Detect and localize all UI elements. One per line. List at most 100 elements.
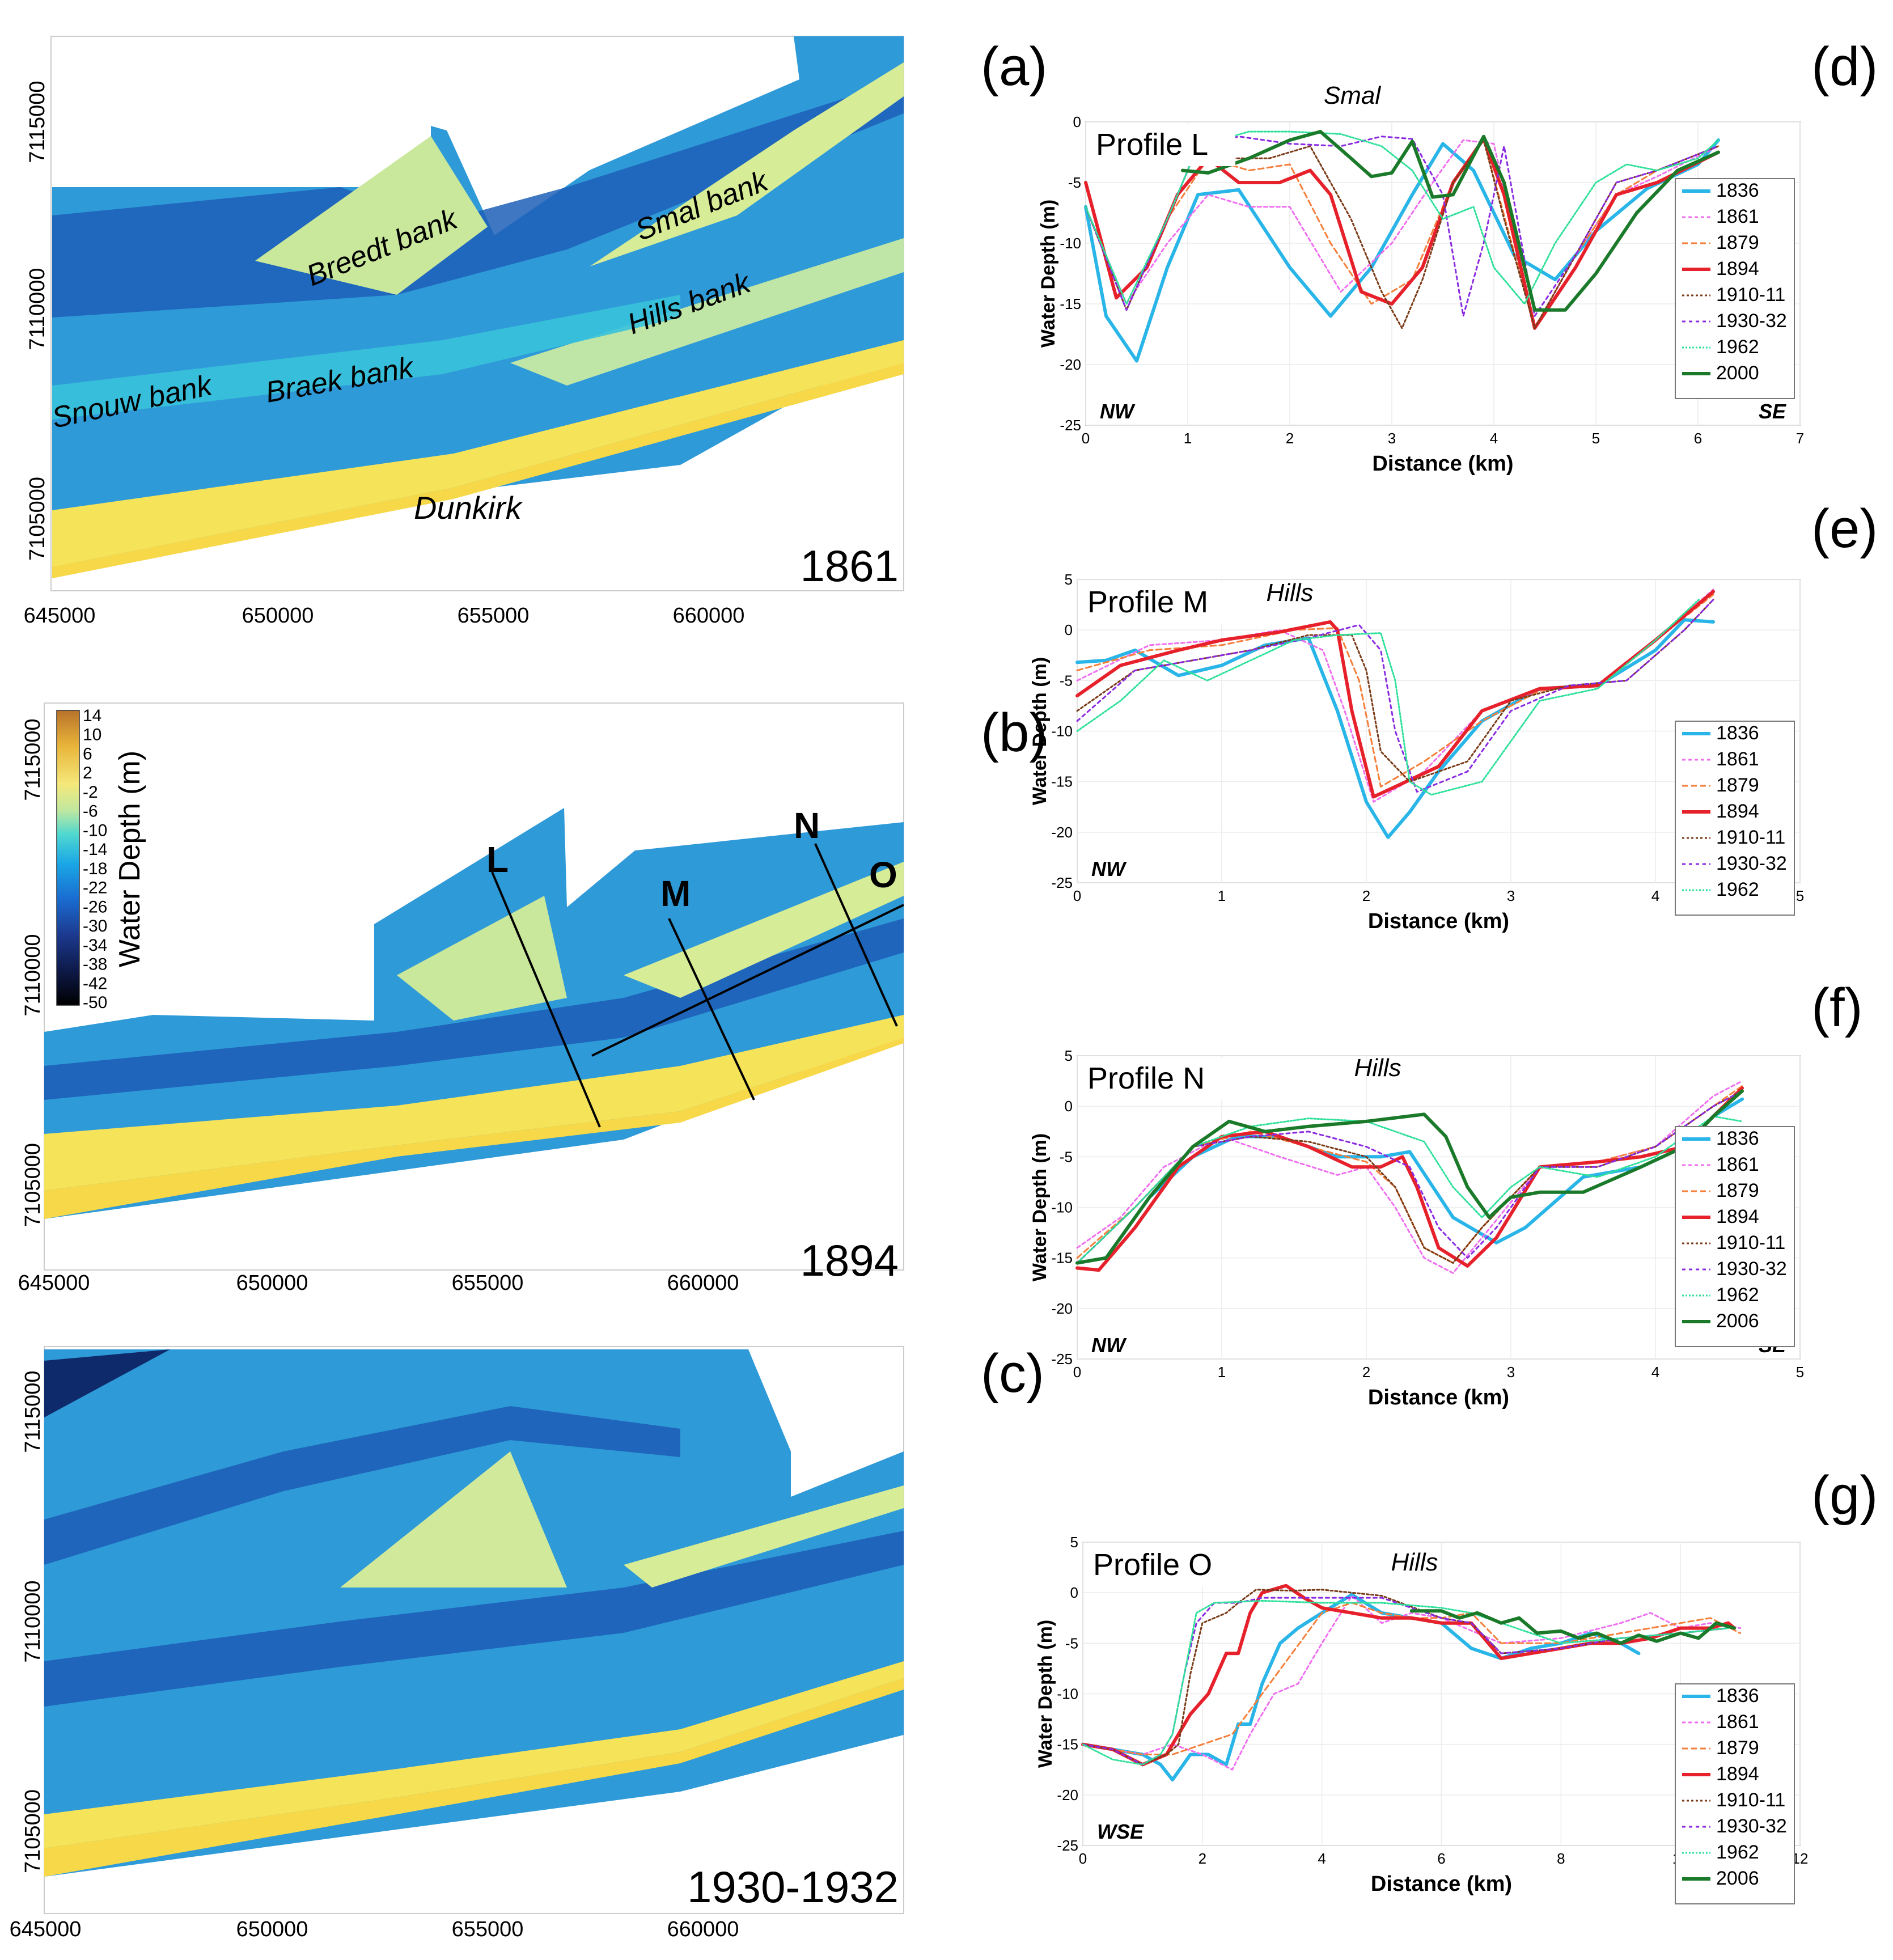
series-line-1930-32 [1085, 136, 1720, 317]
legend-entry: 1910-11 [1716, 1232, 1785, 1254]
map-year-a: 1861 [800, 541, 899, 591]
legend-entry: 1861 [1716, 1711, 1759, 1733]
legend-entry: 1894 [1716, 258, 1759, 280]
series-line-1930-32 [1076, 1090, 1743, 1264]
y-tick-label: -15 [1051, 773, 1073, 790]
x-tick-label: 3 [1507, 1364, 1515, 1381]
legend-entry: 1962 [1716, 879, 1759, 900]
colorbar-tick-label: -14 [83, 840, 107, 859]
y-tick-label: -5 [1065, 1635, 1078, 1652]
x-axis-label: Distance (km) [1371, 1872, 1512, 1896]
x-tick-label: 8 [1557, 1850, 1565, 1867]
y-tick-label: -5 [1068, 174, 1081, 191]
x-tick-label: 0 [1082, 430, 1090, 447]
map-year-c: 1930-1932 [687, 1862, 899, 1912]
x-tick-label: 6 [1437, 1850, 1445, 1867]
y-tick-label: -20 [1051, 1300, 1073, 1317]
series-line-1894 [1081, 1584, 1736, 1767]
legend-entry: 1910-11 [1716, 284, 1785, 306]
profile-line-n [814, 843, 898, 1027]
x-axis-label: Distance (km) [1368, 909, 1509, 933]
panel-letter-b: (b) [981, 702, 1047, 763]
profile-label-m: M [660, 873, 691, 914]
x-tick: 655000 [452, 1271, 524, 1295]
colorbar-tick-label: 14 [83, 706, 101, 725]
y-tick: 7105000 [21, 1789, 45, 1873]
annotation-label: Hills [1266, 579, 1313, 607]
annotation-label: Hills [1354, 1054, 1401, 1082]
legend-entry: 1910-11 [1716, 1789, 1785, 1811]
title-backdrop [1085, 1544, 1233, 1586]
hills-bank-shoal [624, 862, 904, 998]
y-tick-label: 0 [1065, 1098, 1073, 1115]
direction-left-label: NW [1100, 400, 1136, 423]
x-tick-label: 0 [1073, 887, 1081, 904]
profile-line-m [668, 918, 755, 1100]
y-tick: 7115000 [21, 1370, 45, 1453]
colorbar-tick-label: 10 [83, 726, 101, 744]
legend-entry: 1894 [1716, 801, 1759, 822]
profile-label-o: O [869, 854, 897, 895]
y-tick-label: -5 [1060, 1148, 1073, 1165]
colorbar-tick-label: -10 [83, 821, 107, 840]
colorbar-tick-label: -50 [83, 993, 107, 1012]
colorbar-label: Water Depth (m) [113, 751, 146, 967]
y-tick-label: -20 [1060, 356, 1081, 373]
y-tick-label: 0 [1073, 113, 1081, 130]
x-tick: 650000 [236, 1271, 308, 1295]
x-tick: 660000 [673, 604, 745, 628]
series-line-2006 [1075, 1089, 1744, 1265]
y-tick-label: 0 [1070, 1584, 1078, 1601]
x-tick: 645000 [18, 1271, 90, 1295]
x-tick-label: 2 [1362, 1364, 1370, 1381]
profile-line-o [591, 904, 904, 1057]
x-tick: 660000 [667, 1917, 739, 1941]
x-tick-label: 2 [1199, 1850, 1206, 1867]
y-tick-label: -10 [1051, 1199, 1073, 1216]
y-tick: 7105000 [21, 1143, 45, 1227]
colorbar-tick-label: -30 [83, 917, 107, 935]
series-line-2006 [1409, 1609, 1736, 1645]
series-line-1894 [1075, 1086, 1744, 1272]
panel-letter-f: (f) [1811, 977, 1863, 1038]
series-line-1962 [1076, 1115, 1743, 1264]
series-line-1879 [1082, 1602, 1742, 1755]
y-tick-label: -15 [1060, 295, 1081, 312]
colorbar-tick-label: -6 [83, 802, 98, 821]
legend-entry: 1861 [1716, 748, 1759, 770]
map-year-b: 1894 [800, 1235, 899, 1285]
y-axis-label: Water Depth (m) [1029, 657, 1051, 805]
y-tick: 7115000 [26, 81, 49, 163]
series-line-1962 [1082, 1599, 1729, 1766]
x-tick-label: 5 [1796, 1364, 1804, 1381]
profile-label-n: N [794, 805, 820, 846]
legend-entry: 1962 [1716, 336, 1759, 358]
profile-charts: 0 1 2 3 4 5 6 7 -25 -20 -15 -10 -5 0 Distance (km) Wate… [1029, 36, 1878, 1904]
annotation-label: Hills [1391, 1548, 1438, 1576]
coast-shallows [44, 1015, 904, 1191]
series-line-2000 [1181, 130, 1720, 312]
legend-entry: 1930-32 [1716, 310, 1787, 332]
x-tick-label: 4 [1318, 1850, 1325, 1867]
legend-entry: 1879 [1716, 774, 1759, 796]
direction-left-label: NW [1091, 857, 1127, 880]
y-axis-label: Water Depth (m) [1035, 1620, 1056, 1768]
map-panel-1894: L M N O (b) 1894 645000 650000 655000 66… [18, 702, 1047, 1295]
smal-bank-shoal [590, 62, 904, 266]
legend-entry: 1861 [1716, 206, 1759, 227]
x-tick: 655000 [458, 604, 530, 628]
colorbar-tick-label: 6 [83, 744, 92, 763]
y-tick-label: 5 [1065, 1047, 1073, 1064]
x-tick-label: 6 [1694, 430, 1702, 447]
x-tick-label: 1 [1184, 430, 1192, 447]
title-backdrop [1088, 124, 1235, 166]
x-tick-label: 4 [1651, 887, 1659, 904]
y-tick-label: -20 [1057, 1787, 1078, 1804]
profile-chart-f: 0 1 2 3 4 5 -25 -20 -15 -10 -5 0 5 Distance (km) Water… [1029, 977, 1863, 1409]
legend-entry: 2006 [1716, 1310, 1759, 1332]
legend-entry: 1861 [1716, 1154, 1759, 1175]
legend-entry: 1894 [1716, 1763, 1759, 1785]
legend-entry: 2006 [1716, 1868, 1759, 1889]
x-tick-label: 5 [1592, 430, 1600, 447]
profile-label-l: L [486, 839, 509, 880]
